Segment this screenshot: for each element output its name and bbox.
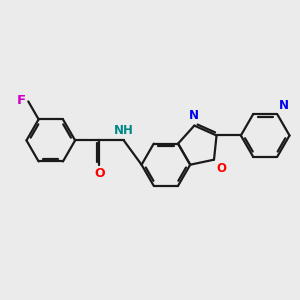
Text: O: O: [217, 162, 226, 175]
Text: N: N: [279, 100, 289, 112]
Text: N: N: [189, 109, 199, 122]
Text: O: O: [94, 167, 105, 180]
Text: F: F: [16, 94, 26, 107]
Text: NH: NH: [114, 124, 134, 137]
